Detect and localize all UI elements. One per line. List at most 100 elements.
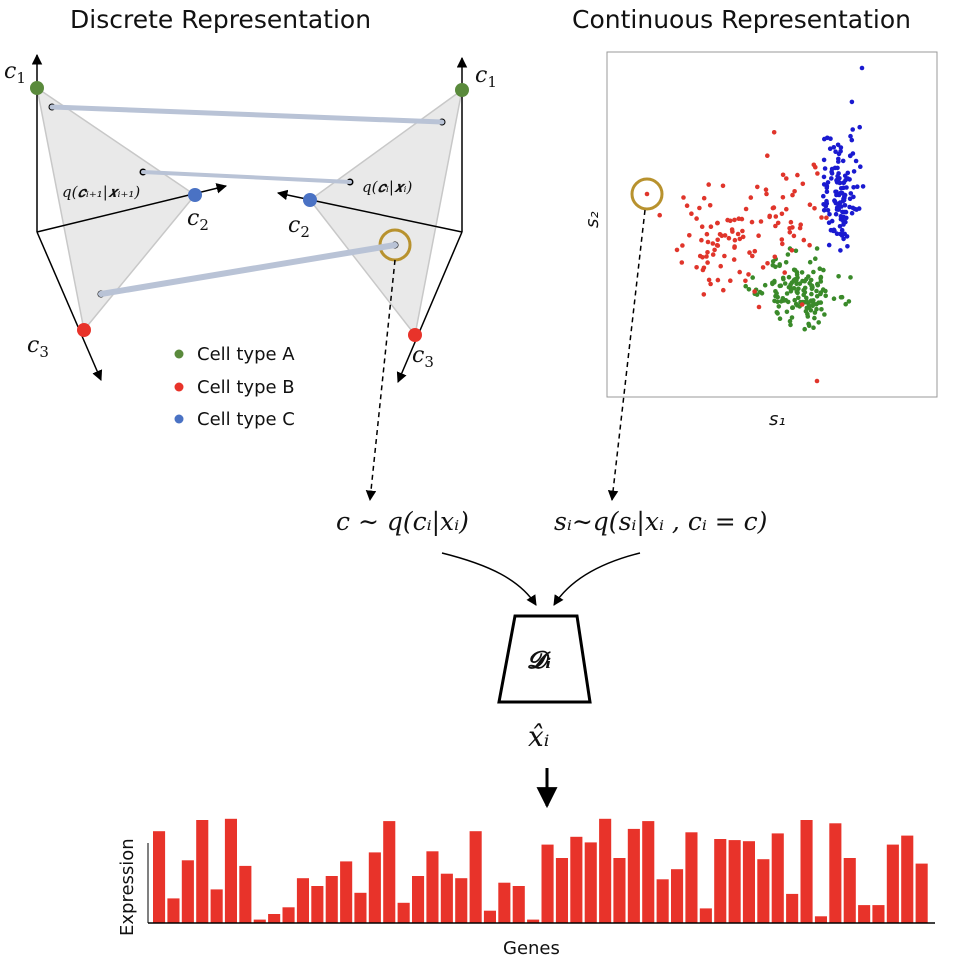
scatter-point-type-b xyxy=(705,260,710,265)
scatter-point-type-b xyxy=(720,183,726,189)
scatter-point-type-a xyxy=(814,246,820,251)
dashed-arrow-continuous xyxy=(607,209,646,502)
scatter-point-type-b xyxy=(718,263,723,269)
bar-31 xyxy=(584,842,597,923)
left-simplex-face xyxy=(35,86,197,332)
scatter-point-type-a xyxy=(785,252,791,257)
scatter-point-type-a xyxy=(794,303,800,308)
scatter-point-type-b xyxy=(765,261,770,266)
scatter-point-type-a xyxy=(743,283,748,289)
scatter-point-type-b xyxy=(772,254,778,260)
scatter-point-type-a xyxy=(759,291,765,296)
scatter-point-type-b xyxy=(758,219,764,224)
scatter-point-type-b xyxy=(807,242,812,248)
scatter-point-type-c xyxy=(833,200,839,206)
scatter-point-type-a xyxy=(811,269,816,275)
scatter-point-type-a xyxy=(762,282,768,288)
legend: Cell type A Cell type B Cell type C xyxy=(174,344,295,430)
scatter-point-type-c xyxy=(821,208,827,213)
scatter-point-type-c xyxy=(839,227,845,233)
right-simplex-face xyxy=(308,88,464,337)
scatter-point-type-a xyxy=(809,286,815,292)
title-continuous: Continuous Representation xyxy=(572,5,911,34)
scatter-point-type-a xyxy=(799,270,805,275)
bar-3 xyxy=(181,860,194,923)
right-vertex-c1 xyxy=(455,83,469,97)
bars xyxy=(153,818,928,923)
band-1 xyxy=(49,104,445,125)
bar-39 xyxy=(699,908,712,923)
scatter-point-type-b xyxy=(694,216,699,221)
scatter-point-type-b xyxy=(684,203,690,208)
scatter-point-type-a xyxy=(804,276,809,282)
scatter-point-type-c xyxy=(833,189,838,195)
scatter-point-type-c xyxy=(840,158,846,164)
scatter-point-type-b xyxy=(756,233,761,238)
scatter-point-type-b xyxy=(715,277,721,283)
scatter-point-type-c xyxy=(836,159,841,164)
scatter-point-type-b xyxy=(765,153,770,158)
scatter-point-type-c xyxy=(853,158,859,164)
scatter-point-type-b xyxy=(743,278,748,284)
bar-18 xyxy=(397,902,410,923)
scatter-point-type-a xyxy=(831,296,837,302)
scatter-point-type-c xyxy=(834,178,839,183)
scatter-point-type-b xyxy=(719,233,725,239)
scatter-point-type-c xyxy=(821,157,827,163)
scatter-point-type-c xyxy=(851,185,856,190)
right-axis-c3 xyxy=(396,231,463,383)
scatter-point-type-a xyxy=(784,291,790,296)
bar-26 xyxy=(512,886,525,923)
scatter-point-type-b xyxy=(705,250,710,255)
scatter-point-type-a xyxy=(788,322,793,328)
bar-34 xyxy=(627,828,640,923)
scatter-point-type-b xyxy=(807,202,813,207)
scatter-point-type-b xyxy=(708,224,714,229)
bar-54 xyxy=(915,863,928,923)
scatter-point-type-a xyxy=(806,323,812,329)
scatter-point-type-a xyxy=(816,320,821,325)
scatter-point-type-a xyxy=(811,325,816,331)
decoder-label: 𝓓ᵢ xyxy=(527,645,551,674)
scatter-point-type-b xyxy=(699,237,704,243)
scatter-point-type-a xyxy=(822,312,827,317)
equation-continuous: sᵢ∼q(sᵢ|xᵢ , cᵢ = c) xyxy=(554,507,767,537)
scatter-point-type-b xyxy=(701,292,707,297)
scatter-point-type-b xyxy=(779,237,785,242)
bar-29 xyxy=(555,858,568,923)
scatter-point-type-b xyxy=(748,195,754,200)
bar-7 xyxy=(239,865,252,923)
scatter-point-type-b xyxy=(700,254,705,260)
scatter-point-type-a xyxy=(774,291,779,296)
scatter-point-type-c xyxy=(829,176,834,181)
scatter-point-type-c xyxy=(838,186,844,191)
bar-22 xyxy=(455,878,468,923)
bar-14 xyxy=(340,861,353,923)
scatter-point-type-a xyxy=(810,303,815,309)
scatter-point-type-a xyxy=(817,266,823,272)
band-2 xyxy=(141,170,352,184)
right-vertex-c2 xyxy=(303,193,317,207)
right-vertex-c3 xyxy=(408,328,422,342)
scatter-point-type-b xyxy=(788,219,794,225)
scatter-point-type-b xyxy=(789,248,795,253)
scatter-point-type-c xyxy=(824,201,830,206)
scatter-point-type-a xyxy=(746,287,752,292)
scatter-point-type-b xyxy=(657,212,662,218)
scatter-point-type-b xyxy=(732,217,737,223)
scatter-point-type-b xyxy=(731,257,737,262)
scatter-point-type-b xyxy=(780,172,786,178)
scatter-point-type-c xyxy=(833,211,839,217)
bar-50 xyxy=(858,905,871,923)
scatter-point-type-c xyxy=(833,149,838,154)
bar-16 xyxy=(368,852,381,923)
scatter-point-type-b xyxy=(750,253,755,259)
scatter-point-type-c xyxy=(821,193,826,199)
bar-13 xyxy=(325,876,338,923)
scatter-point-type-c xyxy=(839,233,845,238)
scatter-point-type-c xyxy=(825,180,831,185)
scatter-point-type-b xyxy=(813,164,818,170)
scatter-point-type-b xyxy=(728,218,733,224)
scatter-point-type-c xyxy=(848,133,853,139)
